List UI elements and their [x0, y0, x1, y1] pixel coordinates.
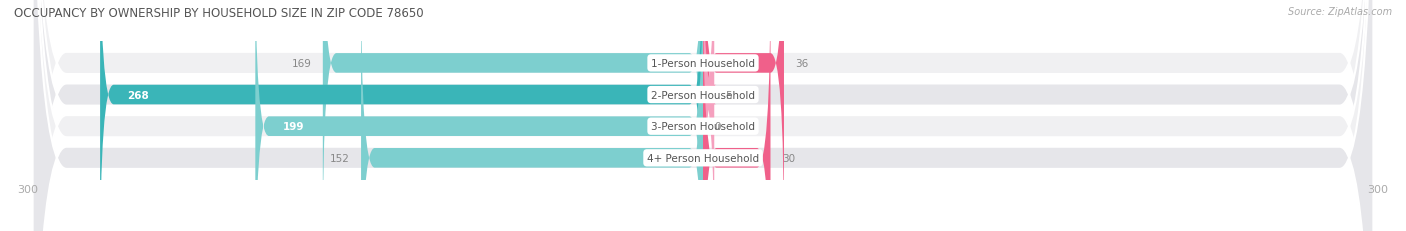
Text: 4+ Person Household: 4+ Person Household — [647, 153, 759, 163]
FancyBboxPatch shape — [256, 0, 703, 231]
Text: 0: 0 — [714, 122, 721, 132]
FancyBboxPatch shape — [700, 0, 717, 231]
FancyBboxPatch shape — [361, 0, 703, 231]
Text: 30: 30 — [782, 153, 794, 163]
Text: 152: 152 — [330, 153, 350, 163]
FancyBboxPatch shape — [703, 0, 770, 231]
FancyBboxPatch shape — [32, 0, 1374, 231]
FancyBboxPatch shape — [32, 0, 1374, 231]
Text: 268: 268 — [127, 90, 149, 100]
Text: 5: 5 — [725, 90, 733, 100]
FancyBboxPatch shape — [703, 0, 785, 231]
Text: 1-Person Household: 1-Person Household — [651, 59, 755, 69]
FancyBboxPatch shape — [32, 0, 1374, 231]
Text: Source: ZipAtlas.com: Source: ZipAtlas.com — [1288, 7, 1392, 17]
FancyBboxPatch shape — [32, 0, 1374, 231]
FancyBboxPatch shape — [323, 0, 703, 231]
Text: 199: 199 — [283, 122, 304, 132]
Text: 2-Person Household: 2-Person Household — [651, 90, 755, 100]
Text: 3-Person Household: 3-Person Household — [651, 122, 755, 132]
Text: 169: 169 — [291, 59, 312, 69]
Text: OCCUPANCY BY OWNERSHIP BY HOUSEHOLD SIZE IN ZIP CODE 78650: OCCUPANCY BY OWNERSHIP BY HOUSEHOLD SIZE… — [14, 7, 423, 20]
Text: 36: 36 — [796, 59, 808, 69]
FancyBboxPatch shape — [100, 0, 703, 231]
